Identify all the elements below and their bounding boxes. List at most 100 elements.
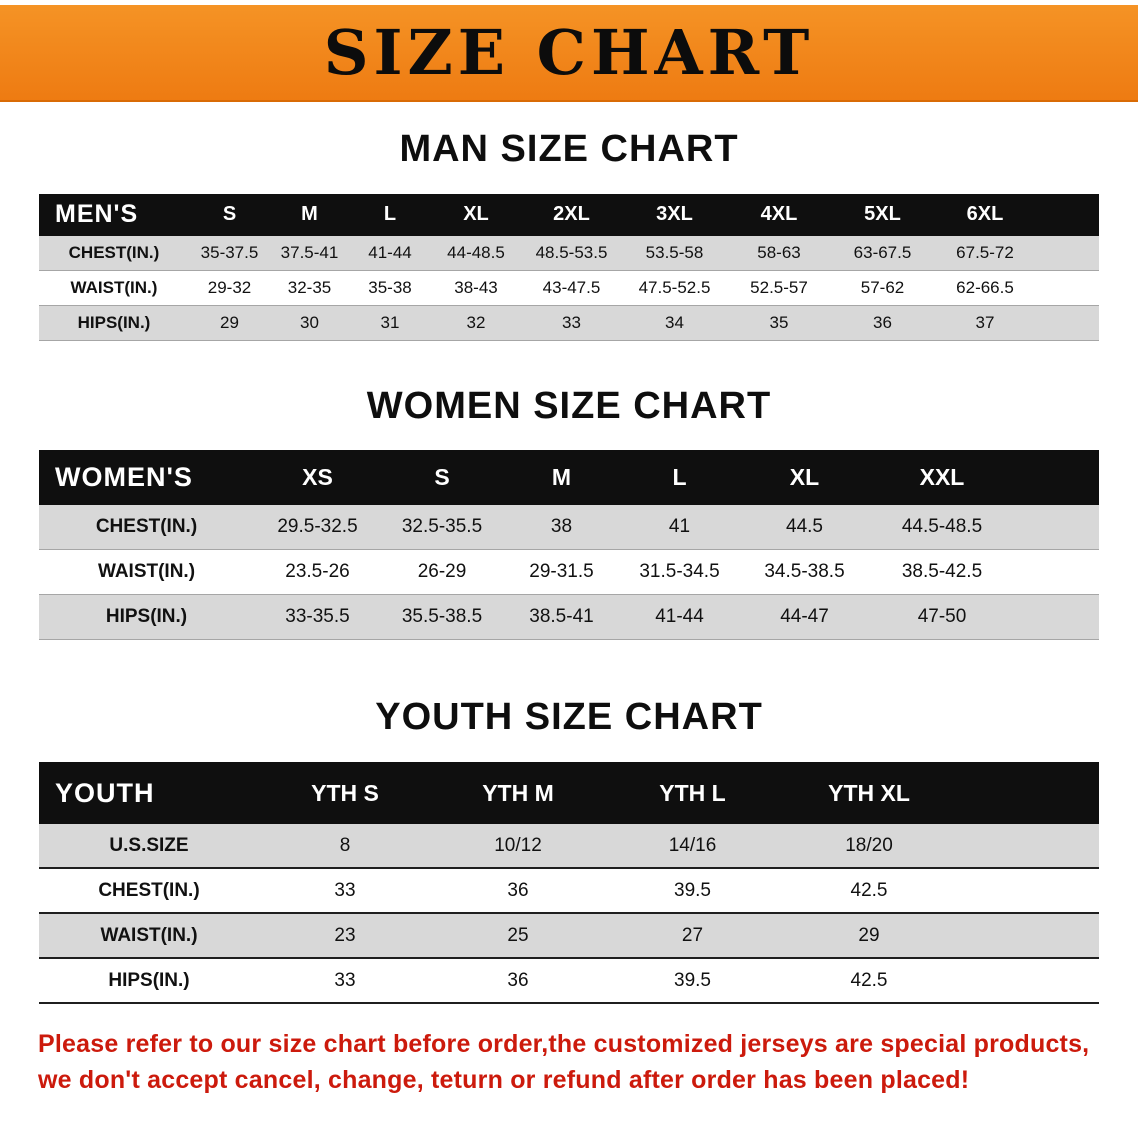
size-cell: 57-62	[860, 277, 905, 297]
size-cell: 38.5-41	[529, 606, 594, 628]
men-section-title: MAN SIZE CHART	[399, 128, 739, 170]
row-label: HIPS(IN.)	[108, 969, 190, 991]
size-cell: 35.5-38.5	[401, 606, 483, 628]
column-header: L	[383, 203, 397, 226]
table-header-row: YOUTH YTH S YTH M YTH L YTH XL	[39, 762, 1099, 825]
size-cell: 44-48.5	[447, 242, 505, 262]
men-size-table: MEN'S S M L XL 2XL 3XL 4XL 5XL 6XL CHEST(IN.) 35-37…	[39, 193, 1099, 341]
women-section-title: WOMEN SIZE CHART	[366, 384, 772, 427]
size-cell: 47-50	[917, 606, 967, 628]
table-row: HIPS(IN.) 29 30 31 32 33 34 35 36 37	[39, 305, 1099, 341]
table-row: WAIST(IN.) 29-32 32-35 35-38 38-43 43-47.5 47.…	[39, 271, 1099, 306]
column-header: M	[301, 203, 318, 226]
table-name-header: MEN'S	[55, 200, 139, 229]
size-cell: 23	[334, 924, 356, 946]
size-cell: 29	[858, 924, 880, 946]
size-cell: 29.5-32.5	[277, 516, 358, 538]
column-header: XL	[789, 464, 820, 491]
size-cell: 37.5-41	[280, 242, 339, 262]
youth-section-title: YOUTH SIZE CHART	[375, 696, 763, 739]
row-label: U.S.SIZE	[109, 834, 189, 856]
size-cell: 35	[769, 312, 789, 332]
size-cell: 29-31.5	[529, 561, 594, 583]
size-cell: 41-44	[368, 242, 412, 262]
size-cell: 8	[339, 834, 351, 856]
size-cell: 39.5	[674, 879, 711, 901]
footer-note: Please refer to our size chart before or…	[38, 1026, 1138, 1099]
size-cell: 32-35	[287, 277, 332, 297]
column-header: S	[434, 464, 450, 491]
row-label: CHEST(IN.)	[98, 879, 200, 901]
table-row: CHEST(IN.) 35-37.5 37.5-41 41-44 44-48.5 48.5…	[39, 235, 1099, 271]
column-header: XL	[463, 203, 489, 226]
size-cell: 67.5-72	[956, 242, 1014, 262]
row-label: WAIST(IN.)	[100, 924, 198, 946]
table-name-header: YOUTH	[55, 777, 155, 808]
size-cell: 32.5-35.5	[401, 516, 483, 538]
table-row: WAIST(IN.) 23 25 27 29	[39, 914, 1099, 960]
size-cell: 44.5-48.5	[901, 516, 983, 538]
row-label: HIPS(IN.)	[105, 606, 188, 628]
size-cell: 26-29	[417, 561, 467, 583]
size-chart-banner: SIZE CHART	[0, 5, 1138, 102]
size-cell: 32	[466, 312, 486, 332]
size-cell: 33	[562, 312, 581, 332]
size-cell: 42.5	[850, 879, 888, 901]
table-name-header: WOMEN'S	[55, 462, 193, 493]
size-cell: 36	[873, 312, 892, 332]
youth-size-table: YOUTH YTH S YTH M YTH L YTH XL U.S.SIZE 8 10/12…	[39, 762, 1099, 1005]
size-cell: 39.5	[674, 969, 711, 991]
size-cell: 47.5-52.5	[638, 277, 711, 297]
row-label: WAIST(IN.)	[70, 277, 158, 297]
table-header-row: MEN'S S M L XL 2XL 3XL 4XL 5XL 6XL	[39, 193, 1099, 236]
size-cell: 43-47.5	[542, 277, 601, 297]
size-cell: 25	[507, 924, 529, 946]
size-cell: 44.5	[786, 516, 823, 538]
column-header: XS	[302, 464, 333, 491]
size-cell: 31	[380, 312, 400, 332]
size-cell: 58-63	[757, 242, 801, 262]
table-row: CHEST(IN.) 33 36 39.5 42.5	[39, 869, 1099, 915]
size-cell: 14/16	[668, 834, 717, 856]
size-cell: 41	[668, 516, 691, 538]
size-cell: 18/20	[845, 834, 893, 856]
footer-line-2: we don't accept cancel, change, teturn o…	[38, 1066, 970, 1095]
column-header: 4XL	[760, 203, 798, 226]
size-cell: 35-37.5	[200, 242, 259, 262]
size-cell: 36	[507, 969, 529, 991]
table-header-row: WOMEN'S XS S M L XL XXL	[39, 450, 1099, 506]
banner-title: SIZE CHART	[323, 16, 815, 89]
size-cell: 33	[334, 879, 356, 901]
size-cell: 33	[334, 969, 356, 991]
column-header: YTH S	[311, 779, 379, 806]
column-header: 6XL	[966, 203, 1004, 226]
size-cell: 27	[681, 924, 704, 946]
size-cell: 36	[507, 879, 529, 901]
row-label: WAIST(IN.)	[97, 561, 196, 583]
footer-line-1: Please refer to our size chart before or…	[38, 1030, 1090, 1059]
row-label: CHEST(IN.)	[68, 242, 160, 262]
size-cell: 48.5-53.5	[535, 242, 608, 262]
women-size-table: WOMEN'S XS S M L XL XXL CHEST(IN.) 29.5-32.5 32.5…	[39, 450, 1099, 641]
size-cell: 53.5-58	[645, 242, 704, 262]
table-row: CHEST(IN.) 29.5-32.5 32.5-35.5 38 41 44.5 44.5…	[39, 505, 1099, 551]
size-cell: 38.5-42.5	[901, 561, 983, 583]
column-header: M	[551, 464, 572, 491]
size-cell: 31.5-34.5	[639, 561, 720, 583]
column-header: XXL	[919, 464, 965, 491]
size-cell: 29	[220, 312, 239, 332]
size-cell: 52.5-57	[750, 277, 808, 297]
column-header: 2XL	[553, 203, 590, 226]
size-cell: 30	[300, 312, 319, 332]
size-cell: 34.5-38.5	[764, 561, 845, 583]
column-header: YTH L	[659, 779, 726, 806]
column-header: L	[672, 464, 687, 491]
column-header: YTH M	[482, 779, 554, 806]
size-cell: 44-47	[780, 606, 829, 628]
size-cell: 34	[665, 312, 684, 332]
table-row: HIPS(IN.) 33 36 39.5 42.5	[39, 959, 1099, 1005]
size-cell: 35-38	[368, 277, 412, 297]
row-label: HIPS(IN.)	[77, 312, 151, 332]
size-cell: 23.5-26	[285, 561, 350, 583]
size-cell: 38	[550, 516, 573, 538]
